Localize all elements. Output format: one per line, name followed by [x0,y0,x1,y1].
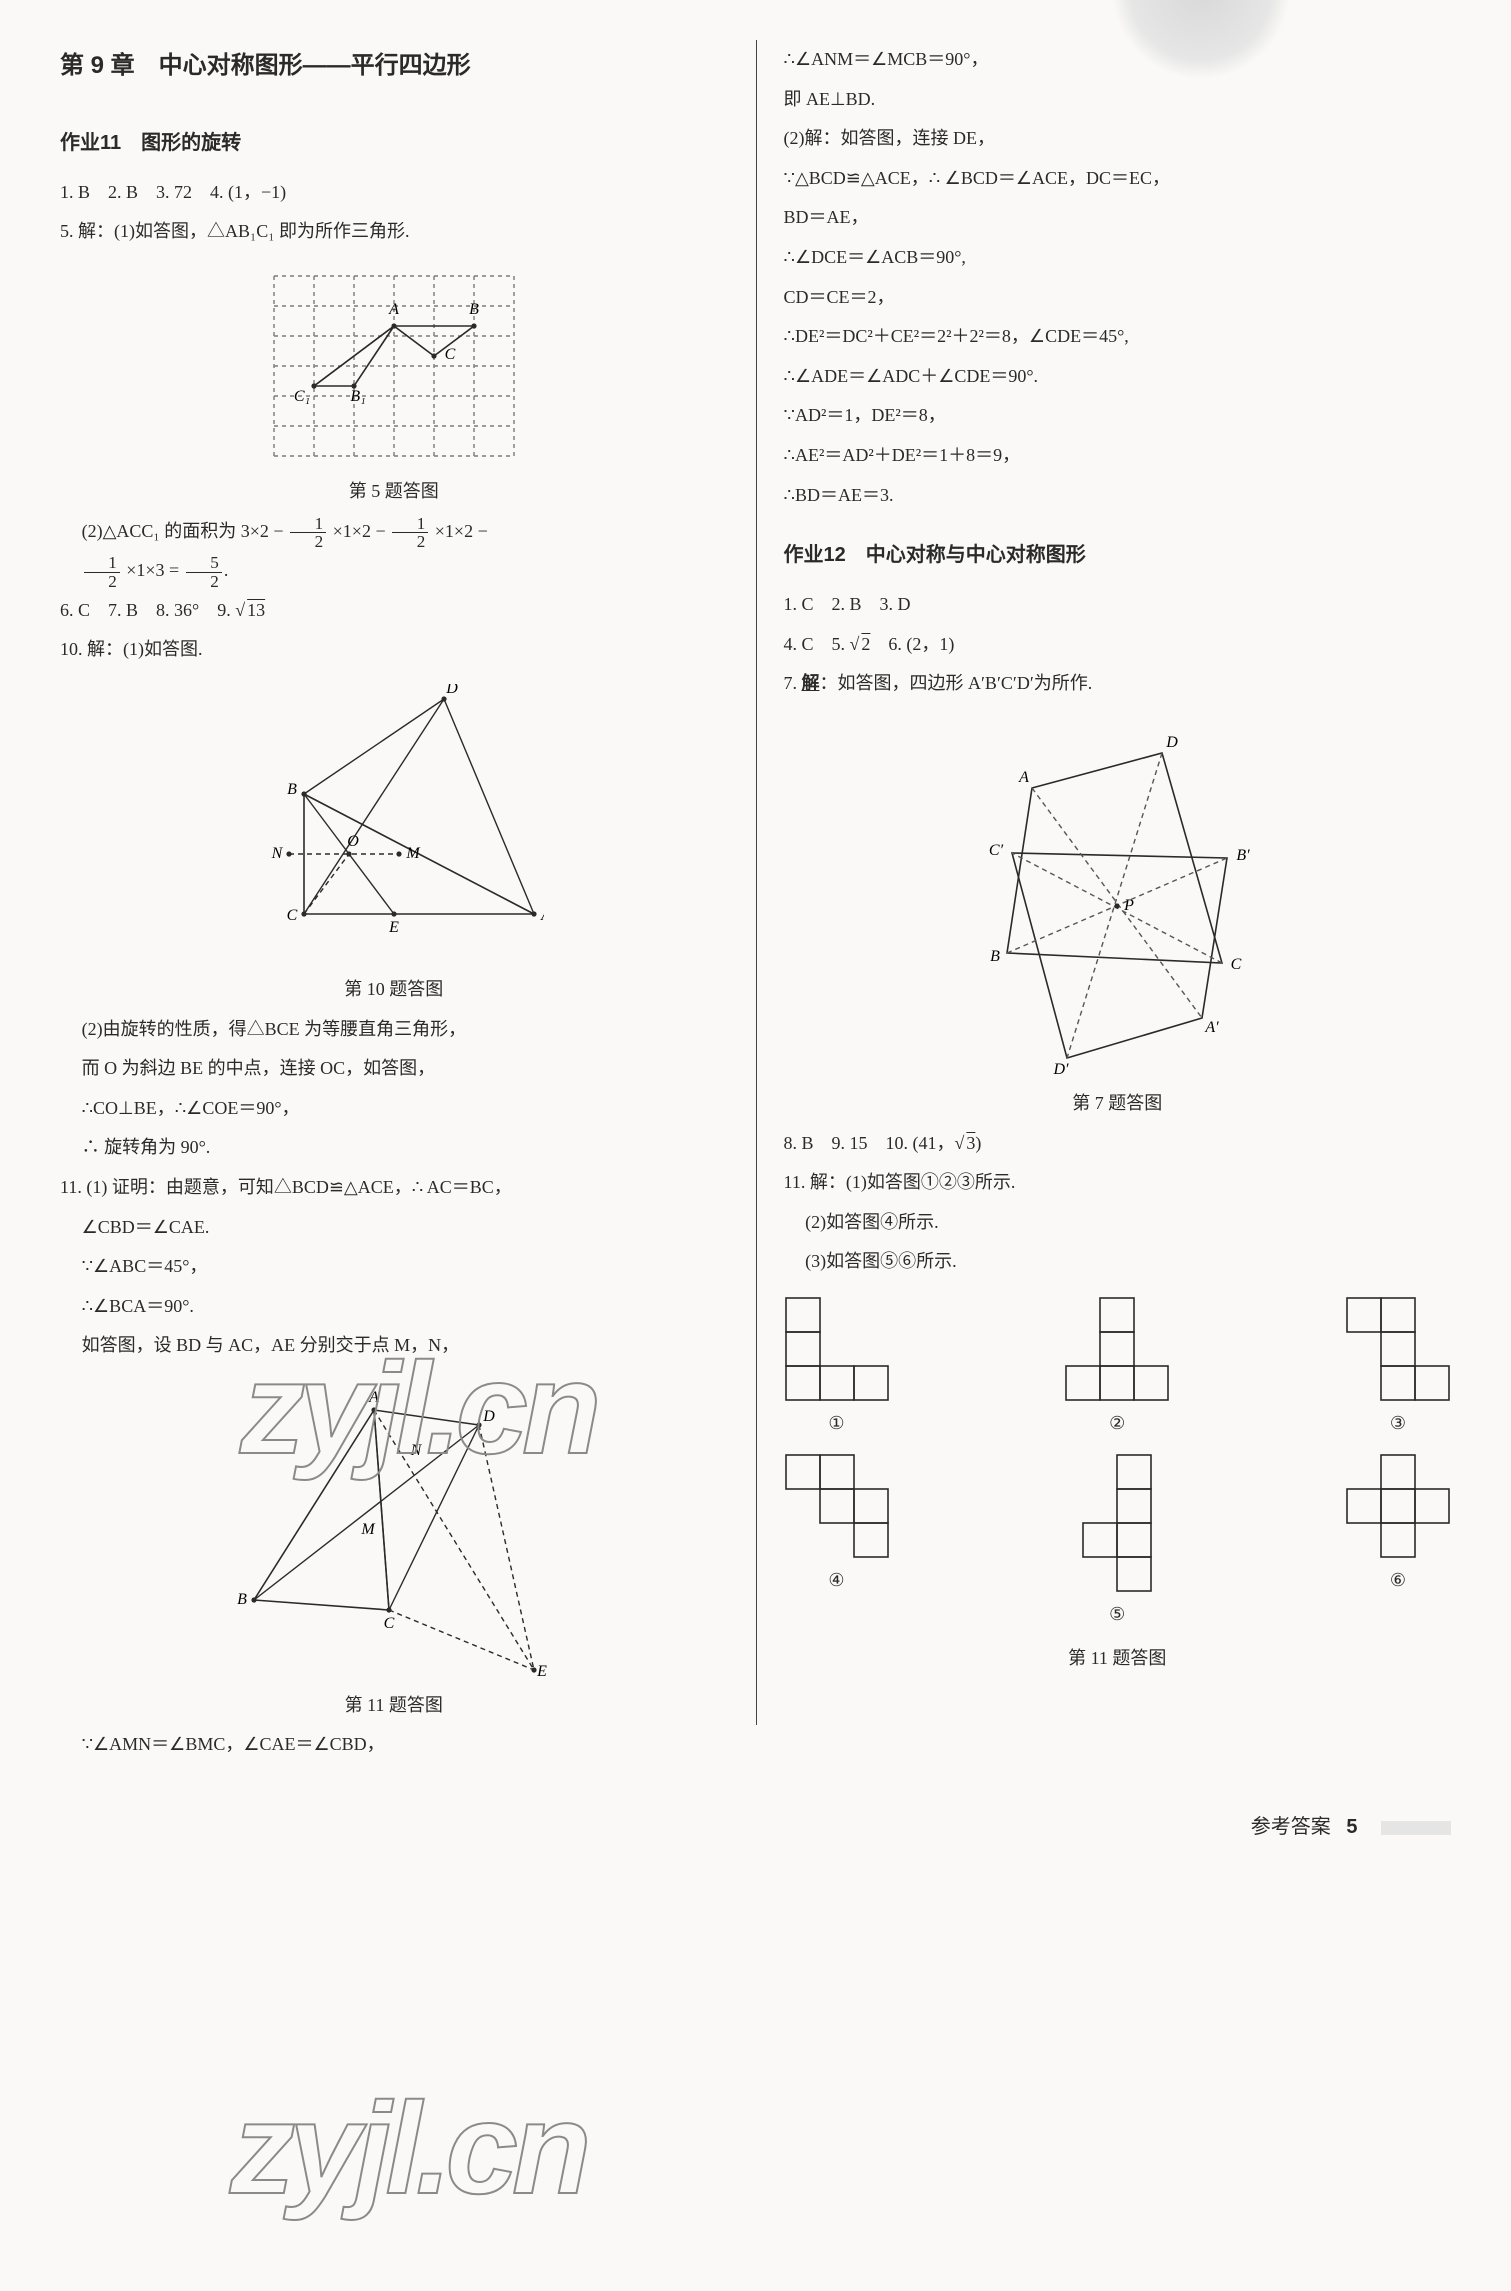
fig11-left: A B C D E M N [60,1380,728,1680]
hw11-q10-2a: (2)由旋转的性质，得△BCE 为等腰直角三角形， [60,1010,728,1050]
left-column: 第 9 章 中心对称图形——平行四边形 作业11 图形的旋转 1. B 2. B… [60,40,756,1765]
fig5-caption: 第 5 题答图 [60,472,728,512]
hw12-q8-10: 8. B 9. 15 10. (41，3) [784,1124,1452,1164]
rt-l7: CD＝CE＝2， [784,278,1452,318]
hw11-q6-9: 6. C 7. B 8. 36° 9. 13 [60,591,728,631]
hw11-q10-2b: 而 O 为斜边 BE 的中点，连接 OC，如答图， [60,1049,728,1089]
polyomino-row-1: ① ② ③ [784,1296,1452,1444]
svg-text:P: P [1123,897,1134,914]
svg-text:M: M [405,845,421,862]
hw12-q7: 7. 解：如答图，四边形 A′B′C′D′为所作. [784,664,1452,704]
hw12-q11-1: 11. 解：(1)如答图①②③所示. [784,1163,1452,1203]
hw11-q11-1e: 如答图，设 BD 与 AC，AE 分别交于点 M，N， [60,1326,728,1366]
svg-text:B: B [469,301,479,318]
rt-l5: BD＝AE， [784,198,1452,238]
page-footer: 参考答案 5 [60,1805,1451,1849]
poly-2: ② [1064,1296,1170,1444]
rt-l8: ∴DE²＝DC²＋CE²＝2²＋2²＝8，∠CDE＝45°, [784,317,1452,357]
rt-l3: (2)解：如答图，连接 DE， [784,119,1452,159]
fig11R-caption: 第 11 题答图 [784,1639,1452,1679]
poly-1: ① [784,1296,890,1444]
chapter-title: 第 9 章 中心对称图形——平行四边形 [60,40,728,93]
poly-4: ④ [784,1453,890,1635]
rt-l1: ∴∠ANM＝∠MCB＝90°， [784,40,1452,80]
poly-6: ⑥ [1345,1453,1451,1635]
svg-text:C: C [383,1615,394,1632]
svg-text:N: N [270,845,283,862]
svg-text:B: B [287,781,297,798]
rt-l10: ∵AD²＝1，DE²＝8， [784,396,1452,436]
svg-text:O: O [347,833,359,850]
svg-text:D: D [1165,734,1178,751]
hw12-q11-3: (3)如答图⑤⑥所示. [784,1242,1452,1282]
poly-5: ⑤ [1081,1453,1153,1635]
svg-text:D′: D′ [1053,1061,1070,1078]
hw11-q5-area-2: 12 ×1×3 = 52. [60,551,728,591]
polyomino-row-2: ④ ⑤ ⑥ [784,1453,1452,1635]
page-columns: 第 9 章 中心对称图形——平行四边形 作业11 图形的旋转 1. B 2. B… [60,40,1451,1765]
svg-text:M: M [360,1521,376,1538]
rt-l9: ∴∠ADE＝∠ADC＋∠CDE＝90°. [784,357,1452,397]
fig10-caption: 第 10 题答图 [60,970,728,1010]
rt-l4: ∵△BCD≌△ACE，∴ ∠BCD＝∠ACE，DC＝EC， [784,159,1452,199]
hw12-q4-6: 4. C 5. 2 6. (2，1) [784,625,1452,665]
svg-text:C′: C′ [989,842,1004,859]
hw11-q5-area: (2)△ACC₁ 的面积为 3×2 − 12 ×1×2 − 12 ×1×2 − [60,512,728,552]
svg-text:N: N [409,1442,422,1459]
svg-text:E: E [536,1663,547,1680]
fig7R-caption: 第 7 题答图 [784,1084,1452,1124]
svg-text:A: A [368,1389,379,1406]
svg-text:B: B [237,1591,247,1608]
rt-l11: ∴AE²＝AD²＋DE²＝1＋8＝9， [784,436,1452,476]
hw11-q11-1d: ∴∠BCA＝90°. [60,1287,728,1327]
rt-l6: ∴∠DCE＝∠ACB＝90°, [784,238,1452,278]
hw11-q11-1c: ∵∠ABC＝45°， [60,1247,728,1287]
poly-3: ③ [1345,1296,1451,1444]
right-column: ∴∠ANM＝∠MCB＝90°， 即 AE⊥BD. (2)解：如答图，连接 DE，… [756,40,1452,1765]
svg-text:D: D [482,1408,495,1425]
rt-l12: ∴BD＝AE＝3. [784,476,1452,516]
svg-text:A: A [540,907,544,924]
svg-text:C₁: C₁ [294,388,310,405]
fig7-right: A B C D A′ B′ C′ D′ P [784,718,1452,1078]
rt-l2: 即 AE⊥BD. [784,80,1452,120]
svg-text:C: C [1231,956,1242,973]
hw11-q10-2c: ∴CO⊥BE，∴∠COE＝90°， [60,1089,728,1129]
svg-text:C: C [286,907,297,924]
fig10: B C A D E O M N [60,684,728,964]
hw12-title: 作业12 中心对称与中心对称图形 [784,533,1452,577]
hw11-q5-lead: 5. 解：(1)如答图，△AB₁C₁ 即为所作三角形. [60,212,728,252]
svg-text:E: E [388,919,399,936]
footer-label: 参考答案 [1251,1816,1331,1838]
hw11-q10-lead: 10. 解：(1)如答图. [60,630,728,670]
footer-bar [1381,1821,1451,1835]
page-number: 5 [1346,1816,1357,1838]
svg-text:B′: B′ [1237,847,1251,864]
svg-text:A′: A′ [1205,1019,1220,1036]
hw12-q11-2: (2)如答图④所示. [784,1203,1452,1243]
hw11-q1-4: 1. B 2. B 3. 72 4. (1，−1) [60,173,728,213]
hw11-q11-last: ∵∠AMN＝∠BMC，∠CAE＝∠CBD， [60,1725,728,1765]
hw11-q11-1b: ∠CBD＝∠CAE. [60,1208,728,1248]
watermark: zyjl.cn [230,2005,585,2291]
svg-text:D: D [445,684,458,697]
svg-text:C: C [444,346,455,363]
svg-text:B: B [990,948,1000,965]
hw12-q1-3: 1. C 2. B 3. D [784,585,1452,625]
svg-text:A: A [388,301,399,318]
hw11-q11-1a: 11. (1) 证明：由题意，可知△BCD≌△ACE，∴ AC＝BC， [60,1168,728,1208]
hw11-q10-2d: ∴ 旋转角为 90°. [60,1128,728,1168]
svg-text:A: A [1018,769,1029,786]
column-divider [756,40,757,1725]
hw11-title: 作业11 图形的旋转 [60,121,728,165]
svg-text:B₁: B₁ [350,388,365,405]
fig11L-caption: 第 11 题答图 [60,1686,728,1726]
fig5: A B C C₁ B₁ [60,266,728,466]
